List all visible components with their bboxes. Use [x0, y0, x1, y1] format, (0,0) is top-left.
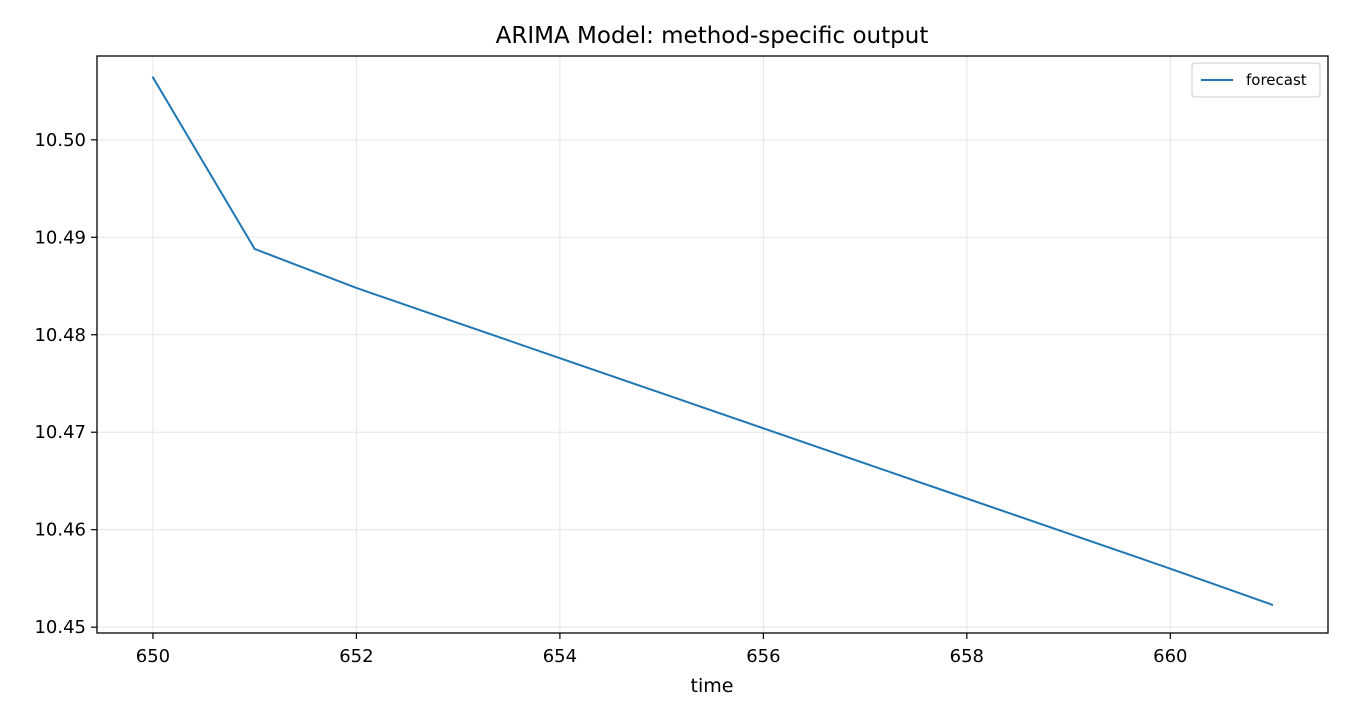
legend-box: [1191, 62, 1321, 98]
y-tick-label: 10.48: [34, 325, 86, 346]
legend-label: forecast: [1246, 71, 1307, 89]
x-axis-label: time: [691, 675, 734, 697]
y-tick-label: 10.46: [34, 520, 86, 541]
legend: forecast: [1191, 62, 1321, 98]
series-layer: [151, 76, 1274, 607]
x-axis: 650 652 654 656 658 660: [136, 633, 1187, 667]
plot-frame: [96, 55, 1329, 634]
x-tick-label: 650: [136, 646, 170, 667]
y-tick-label: 10.49: [34, 227, 86, 248]
series-line-forecast: [151, 76, 1274, 607]
x-tick-label: 652: [339, 646, 373, 667]
chart-title: ARIMA Model: method-specific output: [496, 23, 929, 49]
x-tick-label: 660: [1153, 646, 1187, 667]
x-tick-label: 658: [950, 646, 984, 667]
y-tick-label: 10.50: [34, 130, 86, 151]
x-tick-label: 656: [746, 646, 780, 667]
y-tick-label: 10.47: [34, 422, 86, 443]
y-tick-label: 10.45: [34, 617, 86, 638]
y-axis: 10.45 10.46 10.47 10.48 10.49 10.50: [34, 130, 97, 638]
x-tick-label: 654: [543, 646, 577, 667]
grid: [97, 56, 1328, 633]
